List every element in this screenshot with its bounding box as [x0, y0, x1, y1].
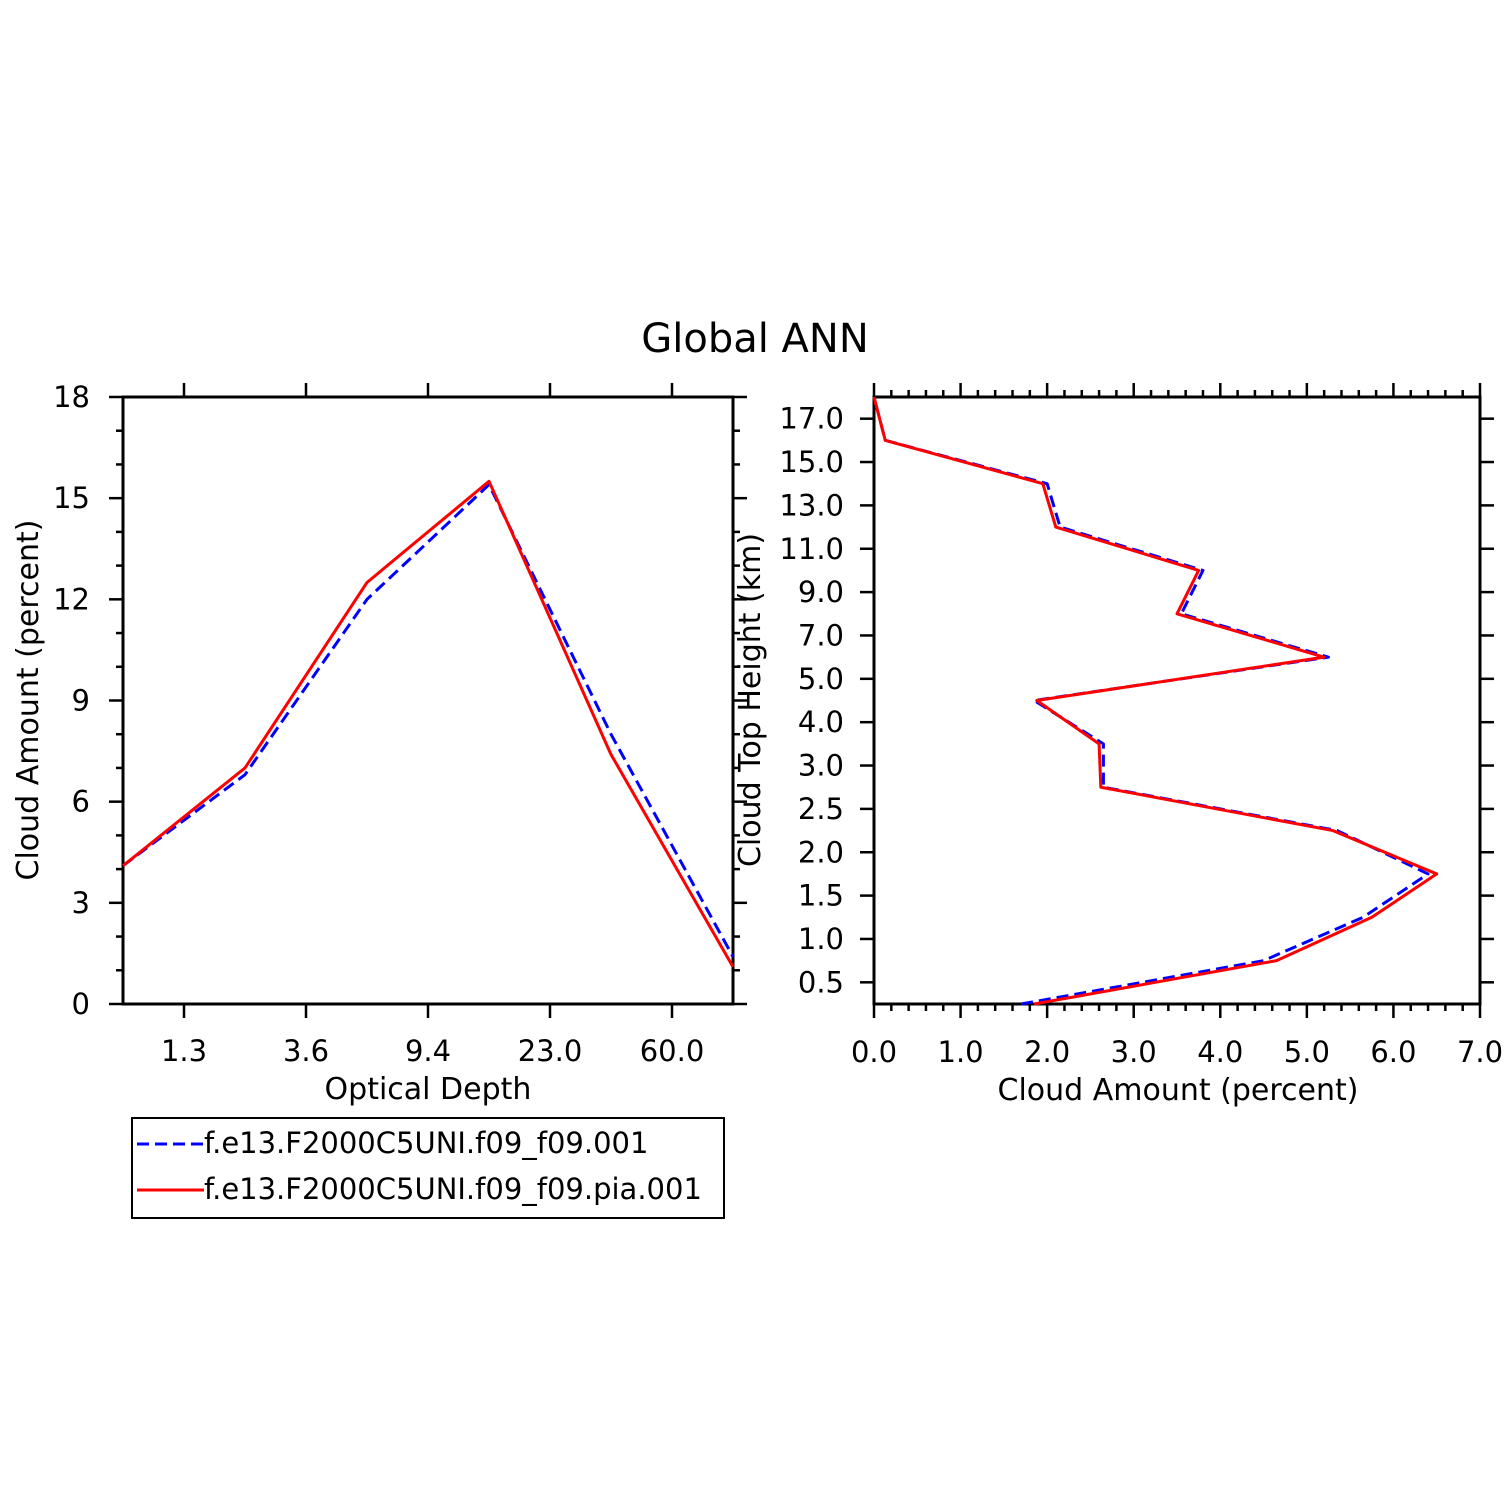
- cloud-top-height-panel: 0.0 1.0 2.0 3.0 4.0 5.0 6.0 7.0 0.5 1.0 1.5 2.0 2.5 3…: [733, 383, 1503, 1108]
- right-x-axis-label: Cloud Amount (percent): [998, 1073, 1359, 1108]
- right-y-tick-label: 15.0: [779, 445, 844, 479]
- right-x-tick-label: 0.0: [851, 1035, 897, 1069]
- left-y-tick-label: 0: [72, 987, 90, 1021]
- left-x-tick-label: 60.0: [640, 1034, 705, 1068]
- left-y-axis-label: Cloud Amount (percent): [11, 520, 46, 881]
- left-series-line-1: [122, 483, 735, 958]
- right-x-tick-label: 6.0: [1370, 1035, 1416, 1069]
- right-y-tick-label: 0.5: [798, 965, 844, 999]
- left-y-tick-label: 18: [53, 380, 90, 414]
- figure-title: Global ANN: [641, 316, 869, 362]
- legend-label-series-2: f.e13.F2000C5UNI.f09_f09.pia.001: [204, 1172, 702, 1206]
- right-y-tick-label: 2.5: [798, 792, 844, 826]
- left-y-tick-label: 3: [72, 886, 90, 920]
- left-series-line-2: [122, 479, 735, 968]
- left-y-tick-label: 15: [53, 481, 90, 515]
- left-axes: 1.3 3.6 9.4 23.0 60.0 0 3 6 9 12 15 18: [53, 380, 747, 1068]
- left-plot-frame: [121, 395, 735, 1006]
- legend-box: [131, 1117, 725, 1219]
- left-x-tick-label: 23.0: [518, 1034, 583, 1068]
- right-y-tick-label: 11.0: [779, 532, 844, 566]
- left-y-tick-label: 6: [72, 785, 90, 819]
- left-y-tick-label: 9: [72, 684, 90, 718]
- right-y-tick-label: 3.0: [798, 749, 844, 783]
- left-y-tick-label: 12: [53, 582, 90, 616]
- right-plot-frame: [872, 395, 1482, 1006]
- right-y-tick-label: 5.0: [798, 662, 844, 696]
- right-x-tick-label: 3.0: [1111, 1035, 1157, 1069]
- right-x-tick-label: 2.0: [1024, 1035, 1070, 1069]
- right-series-lines: [872, 396, 1439, 1006]
- right-x-tick-label: 7.0: [1457, 1035, 1503, 1069]
- right-y-tick-label: 2.0: [798, 835, 844, 869]
- left-series-lines: [122, 479, 735, 968]
- legend: f.e13.F2000C5UNI.f09_f09.001 f.e13.F2000…: [131, 1117, 725, 1219]
- left-x-tick-label: 3.6: [283, 1034, 329, 1068]
- right-x-tick-label: 1.0: [938, 1035, 984, 1069]
- optical-depth-panel: 1.3 3.6 9.4 23.0 60.0 0 3 6 9 12 15 18 Optical Dept…: [11, 380, 747, 1107]
- left-x-tick-label: 9.4: [405, 1034, 451, 1068]
- right-x-tick-label: 5.0: [1284, 1035, 1330, 1069]
- right-y-axis-label: Cloud Top Height (km): [733, 533, 768, 867]
- right-y-tick-label: 13.0: [779, 488, 844, 522]
- right-x-tick-label: 4.0: [1197, 1035, 1243, 1069]
- right-series-line-2: [872, 396, 1439, 1006]
- right-series-line-1: [872, 396, 1430, 1006]
- right-y-tick-label: 4.0: [798, 705, 844, 739]
- left-x-axis-label: Optical Depth: [325, 1072, 532, 1107]
- right-y-tick-label: 1.5: [798, 879, 844, 913]
- right-y-tick-label: 1.0: [798, 922, 844, 956]
- left-x-tick-label: 1.3: [161, 1034, 207, 1068]
- legend-label-series-1: f.e13.F2000C5UNI.f09_f09.001: [204, 1126, 648, 1160]
- right-axes: 0.0 1.0 2.0 3.0 4.0 5.0 6.0 7.0 0.5 1.0 1.5 2.0 2.5 3…: [779, 383, 1503, 1069]
- right-y-tick-label: 9.0: [798, 575, 844, 609]
- right-y-tick-label: 7.0: [798, 618, 844, 652]
- right-y-tick-label: 17.0: [779, 402, 844, 436]
